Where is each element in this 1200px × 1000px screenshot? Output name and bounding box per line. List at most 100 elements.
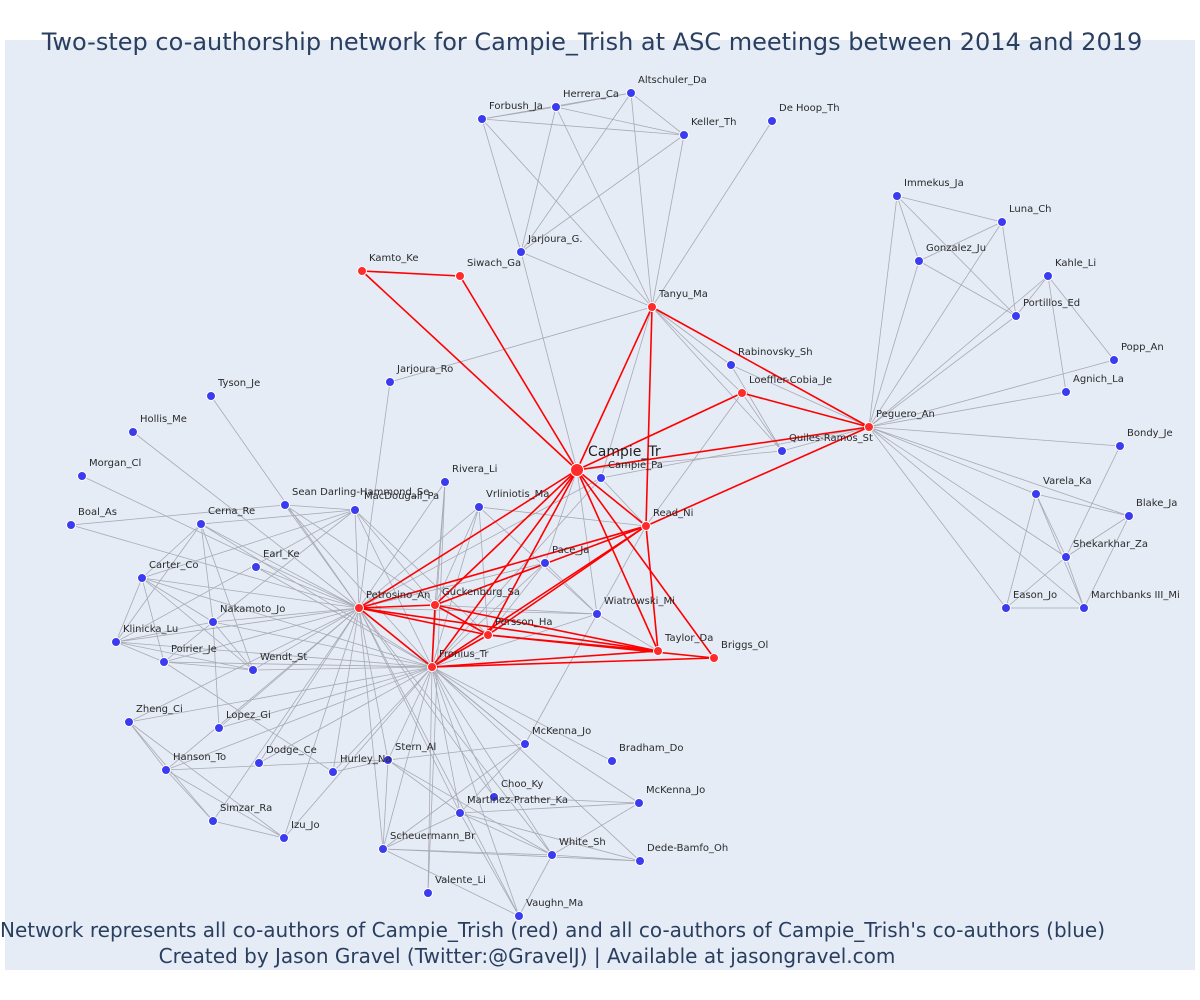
node-campie-tr[interactable] — [570, 463, 584, 477]
node-taylor-da[interactable] — [653, 646, 663, 656]
node-hurley-na[interactable] — [328, 767, 338, 777]
node-varela-ka[interactable] — [1031, 489, 1041, 499]
red-edge-30 — [431, 650, 659, 668]
grey-edge-67 — [81, 475, 360, 609]
node-nakamoto-jo[interactable] — [208, 617, 218, 627]
red-edge-10 — [576, 469, 647, 527]
label-macdougall-pa: MacDougall_Pa — [364, 491, 439, 502]
node-kamto-ke[interactable] — [357, 266, 367, 276]
node-de-hoop-th[interactable] — [767, 116, 777, 126]
node-stern-al[interactable] — [383, 755, 393, 765]
node-sean-darling-hammond-se[interactable] — [280, 500, 290, 510]
grey-edge-157 — [332, 607, 360, 773]
node-boal-as[interactable] — [66, 520, 76, 530]
node-mckenna-jo[interactable] — [520, 739, 530, 749]
node-morgan-cl[interactable] — [77, 471, 87, 481]
node-zheng-ci[interactable] — [124, 717, 134, 727]
grey-edge-92 — [358, 506, 480, 609]
grey-edge-112 — [115, 607, 360, 643]
grey-edge-24 — [896, 195, 1003, 223]
node-lopez-gi[interactable] — [214, 723, 224, 733]
node-eason-jo[interactable] — [1001, 603, 1011, 613]
node-fronius-tr[interactable] — [427, 662, 437, 672]
label-stern-al: Stern_Al — [395, 742, 436, 753]
node-hanson-to[interactable] — [161, 765, 171, 775]
grey-edge-123 — [431, 562, 546, 668]
grey-edge-30 — [1001, 221, 1017, 317]
node-hollis-me[interactable] — [128, 427, 138, 437]
node-portillos-ed[interactable] — [1011, 311, 1021, 321]
node-jarjoura-ro[interactable] — [385, 377, 395, 387]
node-kahle-li[interactable] — [1043, 271, 1053, 281]
grey-edge-155 — [387, 759, 553, 856]
node-white-sh[interactable] — [547, 850, 557, 860]
node-simzar-ra[interactable] — [208, 816, 218, 826]
node-dodge-ce[interactable] — [254, 758, 264, 768]
node-popp-an[interactable] — [1109, 355, 1119, 365]
label-zheng-ci: Zheng_Ci — [136, 704, 183, 715]
node-bradham-do[interactable] — [607, 756, 617, 766]
node-choo-ky[interactable] — [489, 792, 499, 802]
node-earl-ke[interactable] — [251, 562, 261, 572]
node-gonzalez-ju[interactable] — [914, 256, 924, 266]
node-vrliniotis-ma[interactable] — [474, 502, 484, 512]
label-read-ni: Read_Ni — [653, 508, 693, 519]
node-wendt-st[interactable] — [248, 665, 258, 675]
node-dede-bamfo-oh[interactable] — [635, 856, 645, 866]
grey-edge-49 — [1083, 515, 1130, 609]
node-immekus-ja[interactable] — [892, 191, 902, 201]
node-wiatrowski-mi[interactable] — [592, 609, 602, 619]
grey-edge-119 — [163, 661, 334, 773]
node-macdougall-pa[interactable] — [350, 505, 360, 515]
grey-edge-149 — [283, 607, 360, 839]
node-siwach-ga[interactable] — [455, 271, 465, 281]
node-peguero-an[interactable] — [864, 422, 874, 432]
node-shekarkhar-za[interactable] — [1061, 552, 1071, 562]
grey-edge-37 — [868, 315, 1017, 428]
grey-edge-74 — [200, 523, 254, 671]
node-tanyu-ma[interactable] — [647, 302, 657, 312]
node-vaughn-ma[interactable] — [514, 911, 524, 921]
grey-edge-156 — [382, 759, 389, 850]
node-valente-li[interactable] — [423, 888, 433, 898]
node-guckenburg-sa[interactable] — [430, 600, 440, 610]
node-poirier-je[interactable] — [159, 657, 169, 667]
node-forbush-ja[interactable] — [477, 114, 487, 124]
node-persson-ha[interactable] — [483, 630, 493, 640]
grey-edge-64 — [600, 426, 870, 479]
node-marchbanks-iii-mi[interactable] — [1079, 603, 1089, 613]
node-tyson-je[interactable] — [206, 391, 216, 401]
node-bondy-je[interactable] — [1115, 441, 1125, 451]
node-scheuermann-br[interactable] — [378, 844, 388, 854]
node-cerna-re[interactable] — [196, 519, 206, 529]
grey-edge-96 — [478, 506, 598, 615]
node-pace-ja[interactable] — [540, 558, 550, 568]
node-keller-th[interactable] — [679, 130, 689, 140]
node-izu-jo[interactable] — [279, 833, 289, 843]
node-quiles-ramos-st[interactable] — [777, 446, 787, 456]
grey-edge-54 — [868, 426, 1007, 609]
node-klinicka-lu[interactable] — [111, 637, 121, 647]
node-altschuler-da[interactable] — [626, 88, 636, 98]
node-agnich-la[interactable] — [1061, 387, 1071, 397]
red-edge-24 — [358, 607, 433, 668]
node-read-ni[interactable] — [641, 521, 651, 531]
node-loeffler-cobia-je[interactable] — [737, 388, 747, 398]
grey-edge-6 — [481, 118, 522, 253]
grey-edge-94 — [434, 506, 480, 606]
node-herrera-ca[interactable] — [551, 102, 561, 112]
node-jarjoura-g[interactable] — [516, 247, 526, 257]
grey-edge-128 — [358, 607, 598, 615]
node-campie-pa[interactable] — [596, 473, 606, 483]
node-briggs-ol[interactable] — [709, 653, 719, 663]
node-blake-ja[interactable] — [1124, 511, 1134, 521]
node-petrosino-an[interactable] — [354, 603, 364, 613]
node-martinez-prather-ka[interactable] — [455, 808, 465, 818]
grey-edge-84 — [354, 509, 489, 636]
grey-edge-75 — [200, 523, 433, 668]
node-rivera-li[interactable] — [440, 477, 450, 487]
node-luna-ch[interactable] — [997, 217, 1007, 227]
node-rabinovsky-sh[interactable] — [726, 360, 736, 370]
node-mckenna-jo[interactable] — [634, 798, 644, 808]
node-carter-co[interactable] — [137, 573, 147, 583]
